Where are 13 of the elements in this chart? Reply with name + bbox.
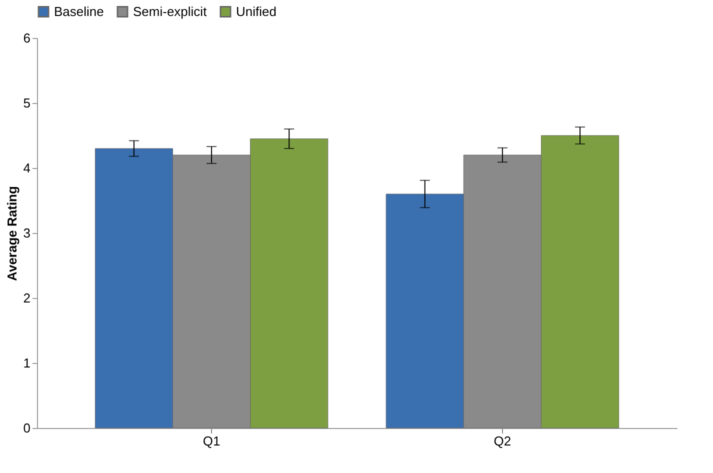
y-tick-label: 3 [23, 226, 30, 240]
legend-label: Semi-explicit [133, 4, 208, 19]
x-tick-label: Q1 [202, 434, 220, 448]
y-axis-title: Average Rating [4, 186, 20, 281]
y-tick-label: 1 [23, 356, 30, 370]
legend-label: Unified [236, 4, 276, 19]
y-tick-label: 4 [23, 160, 30, 176]
legend-label: Baseline [54, 4, 104, 19]
y-tick-label: 6 [23, 30, 30, 46]
y-tick-label: 0 [23, 420, 30, 436]
y-tick-label: 5 [23, 96, 30, 110]
x-tick-label: Q2 [494, 434, 512, 448]
y-tick-label: 2 [23, 290, 30, 306]
